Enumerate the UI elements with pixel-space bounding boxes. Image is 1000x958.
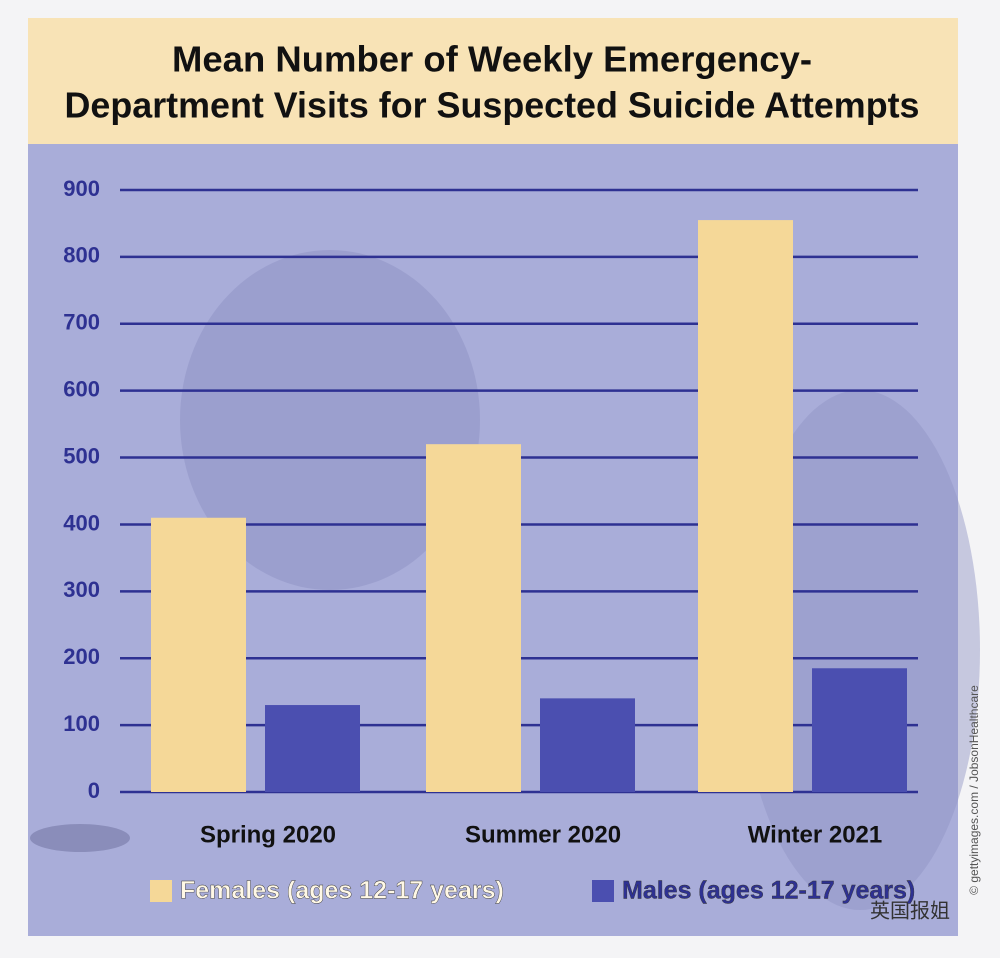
y-tick-label: 200 [63,644,100,669]
bar [698,220,793,793]
bar [540,698,635,792]
x-tick-label: Spring 2020 [200,821,336,848]
decoration [30,824,130,852]
bar [151,517,246,792]
decoration [180,250,480,590]
legend-label: Males (ages 12-17 years) [622,877,915,905]
y-tick-label: 800 [63,243,100,268]
y-tick-label: 700 [63,310,100,335]
bar [812,668,907,792]
watermark: 英国报姐 [870,899,950,922]
y-tick-label: 600 [63,376,100,401]
chart-title: Mean Number of Weekly Emergency- [172,39,812,80]
legend-swatch [592,880,614,902]
y-tick-label: 400 [63,510,100,535]
chart-title: Department Visits for Suspected Suicide … [65,85,920,126]
decoration [740,390,980,910]
bar [426,444,521,792]
bar [265,705,360,792]
x-tick-label: Summer 2020 [465,821,621,848]
y-tick-label: 100 [63,711,100,736]
legend-swatch [150,880,172,902]
y-tick-label: 300 [63,577,100,602]
y-tick-label: 500 [63,443,100,468]
y-tick-label: 900 [63,176,100,201]
credit: © gettyimages.com / JobsonHealthcare [967,685,981,895]
x-tick-label: Winter 2021 [748,821,883,848]
legend-label: Females (ages 12-17 years) [180,877,504,905]
title-band [28,18,958,144]
y-tick-label: 0 [88,778,100,803]
